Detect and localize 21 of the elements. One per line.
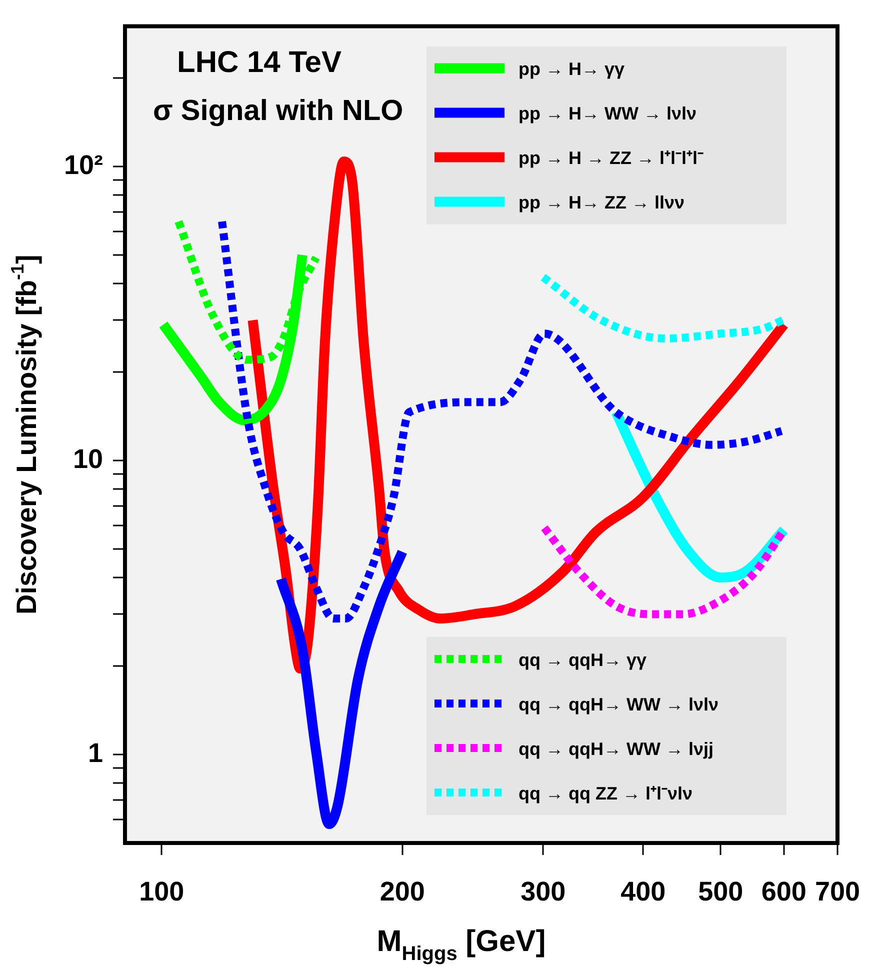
legend-label: pp → H → ZZ → l⁺l⁻l⁺l⁻: [518, 148, 704, 168]
annotation: LHC 14 TeV: [177, 46, 342, 80]
legend-label: qq → qqH→ WW → lνjj: [518, 739, 714, 759]
legend-label: pp → H→ WW → lνlν: [518, 104, 696, 124]
y-tick-label: 1: [88, 738, 103, 768]
x-tick-label: 700: [814, 876, 860, 907]
x-tick-label: 500: [698, 876, 744, 907]
x-tick-label: 300: [520, 876, 566, 907]
legend-label: qq → qqH→ γγ: [518, 650, 646, 670]
x-tick-label: 100: [139, 876, 184, 907]
legend-label: qq → qq ZZ → l⁺l⁻νlν: [518, 784, 692, 804]
legend-label: pp → H→ ZZ → llνν: [518, 192, 684, 213]
y-tick-label: 10: [72, 444, 103, 474]
y-axis-title: Discovery Luminosity [fb-1]: [7, 254, 42, 615]
legend-label: qq → qqH→ WW → lνlν: [518, 694, 718, 714]
y-tick-label: 10²: [64, 150, 103, 180]
annotation: σ Signal with NLO: [153, 95, 404, 128]
x-tick-label: 400: [620, 876, 666, 907]
x-tick-label: 600: [761, 876, 806, 907]
x-tick-label: 200: [380, 876, 425, 907]
legend-label: pp → H→ γγ: [518, 59, 624, 80]
